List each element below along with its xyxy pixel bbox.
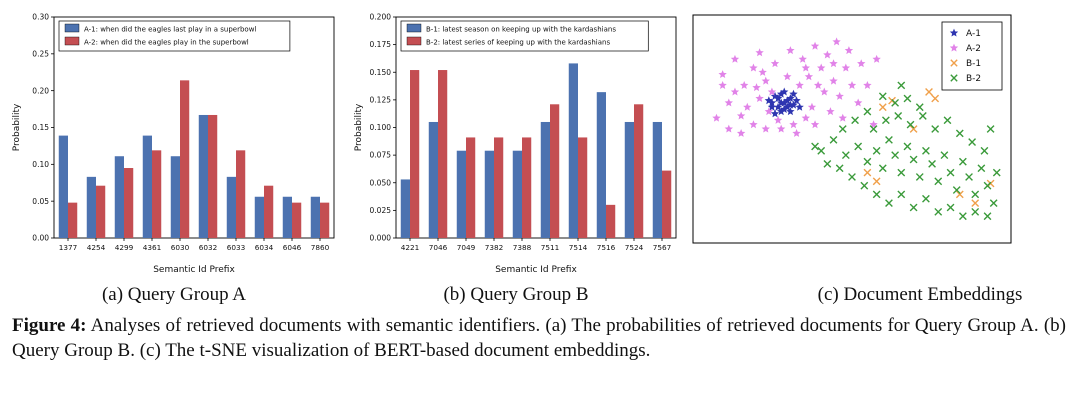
svg-text:6030: 6030 <box>171 243 190 252</box>
svg-text:4254: 4254 <box>87 243 106 252</box>
svg-text:Probability: Probability <box>12 103 22 151</box>
svg-text:B-1: B-1 <box>966 59 981 69</box>
svg-text:0.025: 0.025 <box>370 206 392 215</box>
bar-chart-query-group-a: 0.00 0.05 0.10 0.15 0.20 0.25 0.30 Probability 1… <box>12 13 335 275</box>
panel-query-group-b: 0.000 0.025 0.050 0.075 0.100 0.125 0.150 0.175… <box>350 10 682 278</box>
svg-text:7382: 7382 <box>485 243 504 252</box>
svg-text:A-1: when did the eagles last: A-1: when did the eagles last play in a … <box>84 26 256 34</box>
svg-text:Semantic Id Prefix: Semantic Id Prefix <box>495 265 577 275</box>
svg-text:7046: 7046 <box>429 243 448 252</box>
figure-caption: Figure 4: Analyses of retrieved document… <box>12 314 1066 363</box>
svg-text:0.05: 0.05 <box>32 197 49 206</box>
svg-text:0.15: 0.15 <box>32 123 49 132</box>
svg-text:0.000: 0.000 <box>370 234 392 243</box>
scatter-plot-document-embeddings: A-1 A-2 B-1 B-2 <box>692 14 1012 244</box>
svg-text:6032: 6032 <box>199 243 218 252</box>
svg-text:7049: 7049 <box>457 243 476 252</box>
svg-text:7514: 7514 <box>569 243 588 252</box>
svg-text:0.30: 0.30 <box>32 13 49 22</box>
svg-text:Probability: Probability <box>354 103 364 151</box>
svg-text:1377: 1377 <box>59 243 78 252</box>
svg-text:0.150: 0.150 <box>370 68 392 77</box>
svg-text:0.25: 0.25 <box>32 49 49 58</box>
svg-text:0.075: 0.075 <box>370 151 392 160</box>
svg-text:B-2: B-2 <box>966 74 981 84</box>
svg-text:7516: 7516 <box>597 243 616 252</box>
svg-text:Semantic Id Prefix: Semantic Id Prefix <box>153 265 235 275</box>
figure-caption-label: Figure 4: <box>12 315 87 336</box>
svg-text:6033: 6033 <box>227 243 246 252</box>
bar-chart-query-group-b: 0.000 0.025 0.050 0.075 0.100 0.125 0.150 0.175… <box>354 13 677 275</box>
svg-text:0.100: 0.100 <box>370 123 392 132</box>
svg-text:0.00: 0.00 <box>32 234 49 243</box>
svg-text:A-2: when did the eagles play: A-2: when did the eagles play in the sup… <box>84 39 249 47</box>
svg-text:0.20: 0.20 <box>32 86 49 95</box>
svg-text:A-2: A-2 <box>966 44 981 54</box>
figure-panels: 0.00 0.05 0.10 0.15 0.20 0.25 0.30 Probability 1… <box>8 10 1012 278</box>
figure-caption-text: Analyses of retrieved documents with sem… <box>12 315 1066 361</box>
subcaption-row: (a) Query Group A (b) Query Group B (c) … <box>0 284 1080 306</box>
svg-text:0.10: 0.10 <box>32 160 49 169</box>
svg-text:7388: 7388 <box>513 243 532 252</box>
svg-text:6046: 6046 <box>283 243 302 252</box>
subcaption-a: (a) Query Group A <box>101 284 247 305</box>
panel-query-group-a: 0.00 0.05 0.10 0.15 0.20 0.25 0.30 Probability 1… <box>8 10 340 278</box>
svg-text:B-2: latest series of keeping: B-2: latest series of keeping up with th… <box>426 39 610 47</box>
svg-text:0.175: 0.175 <box>370 40 392 49</box>
svg-text:7511: 7511 <box>541 243 560 252</box>
subcaption-c: (c) Document Embeddings <box>817 284 1023 305</box>
svg-text:4361: 4361 <box>143 243 162 252</box>
panel-document-embeddings: A-1 A-2 B-1 B-2 <box>692 10 1012 244</box>
svg-text:0.200: 0.200 <box>370 13 392 22</box>
svg-text:0.050: 0.050 <box>370 178 392 187</box>
svg-text:0.125: 0.125 <box>370 95 392 104</box>
svg-text:4221: 4221 <box>401 243 420 252</box>
svg-text:4299: 4299 <box>115 243 134 252</box>
svg-text:7524: 7524 <box>625 243 644 252</box>
svg-text:7860: 7860 <box>311 243 330 252</box>
svg-text:A-1: A-1 <box>966 29 981 39</box>
svg-text:7567: 7567 <box>653 243 672 252</box>
subcaption-b: (b) Query Group B <box>443 284 589 305</box>
svg-text:B-1: latest season on keeping: B-1: latest season on keeping up with th… <box>426 26 616 34</box>
svg-text:6034: 6034 <box>255 243 274 252</box>
